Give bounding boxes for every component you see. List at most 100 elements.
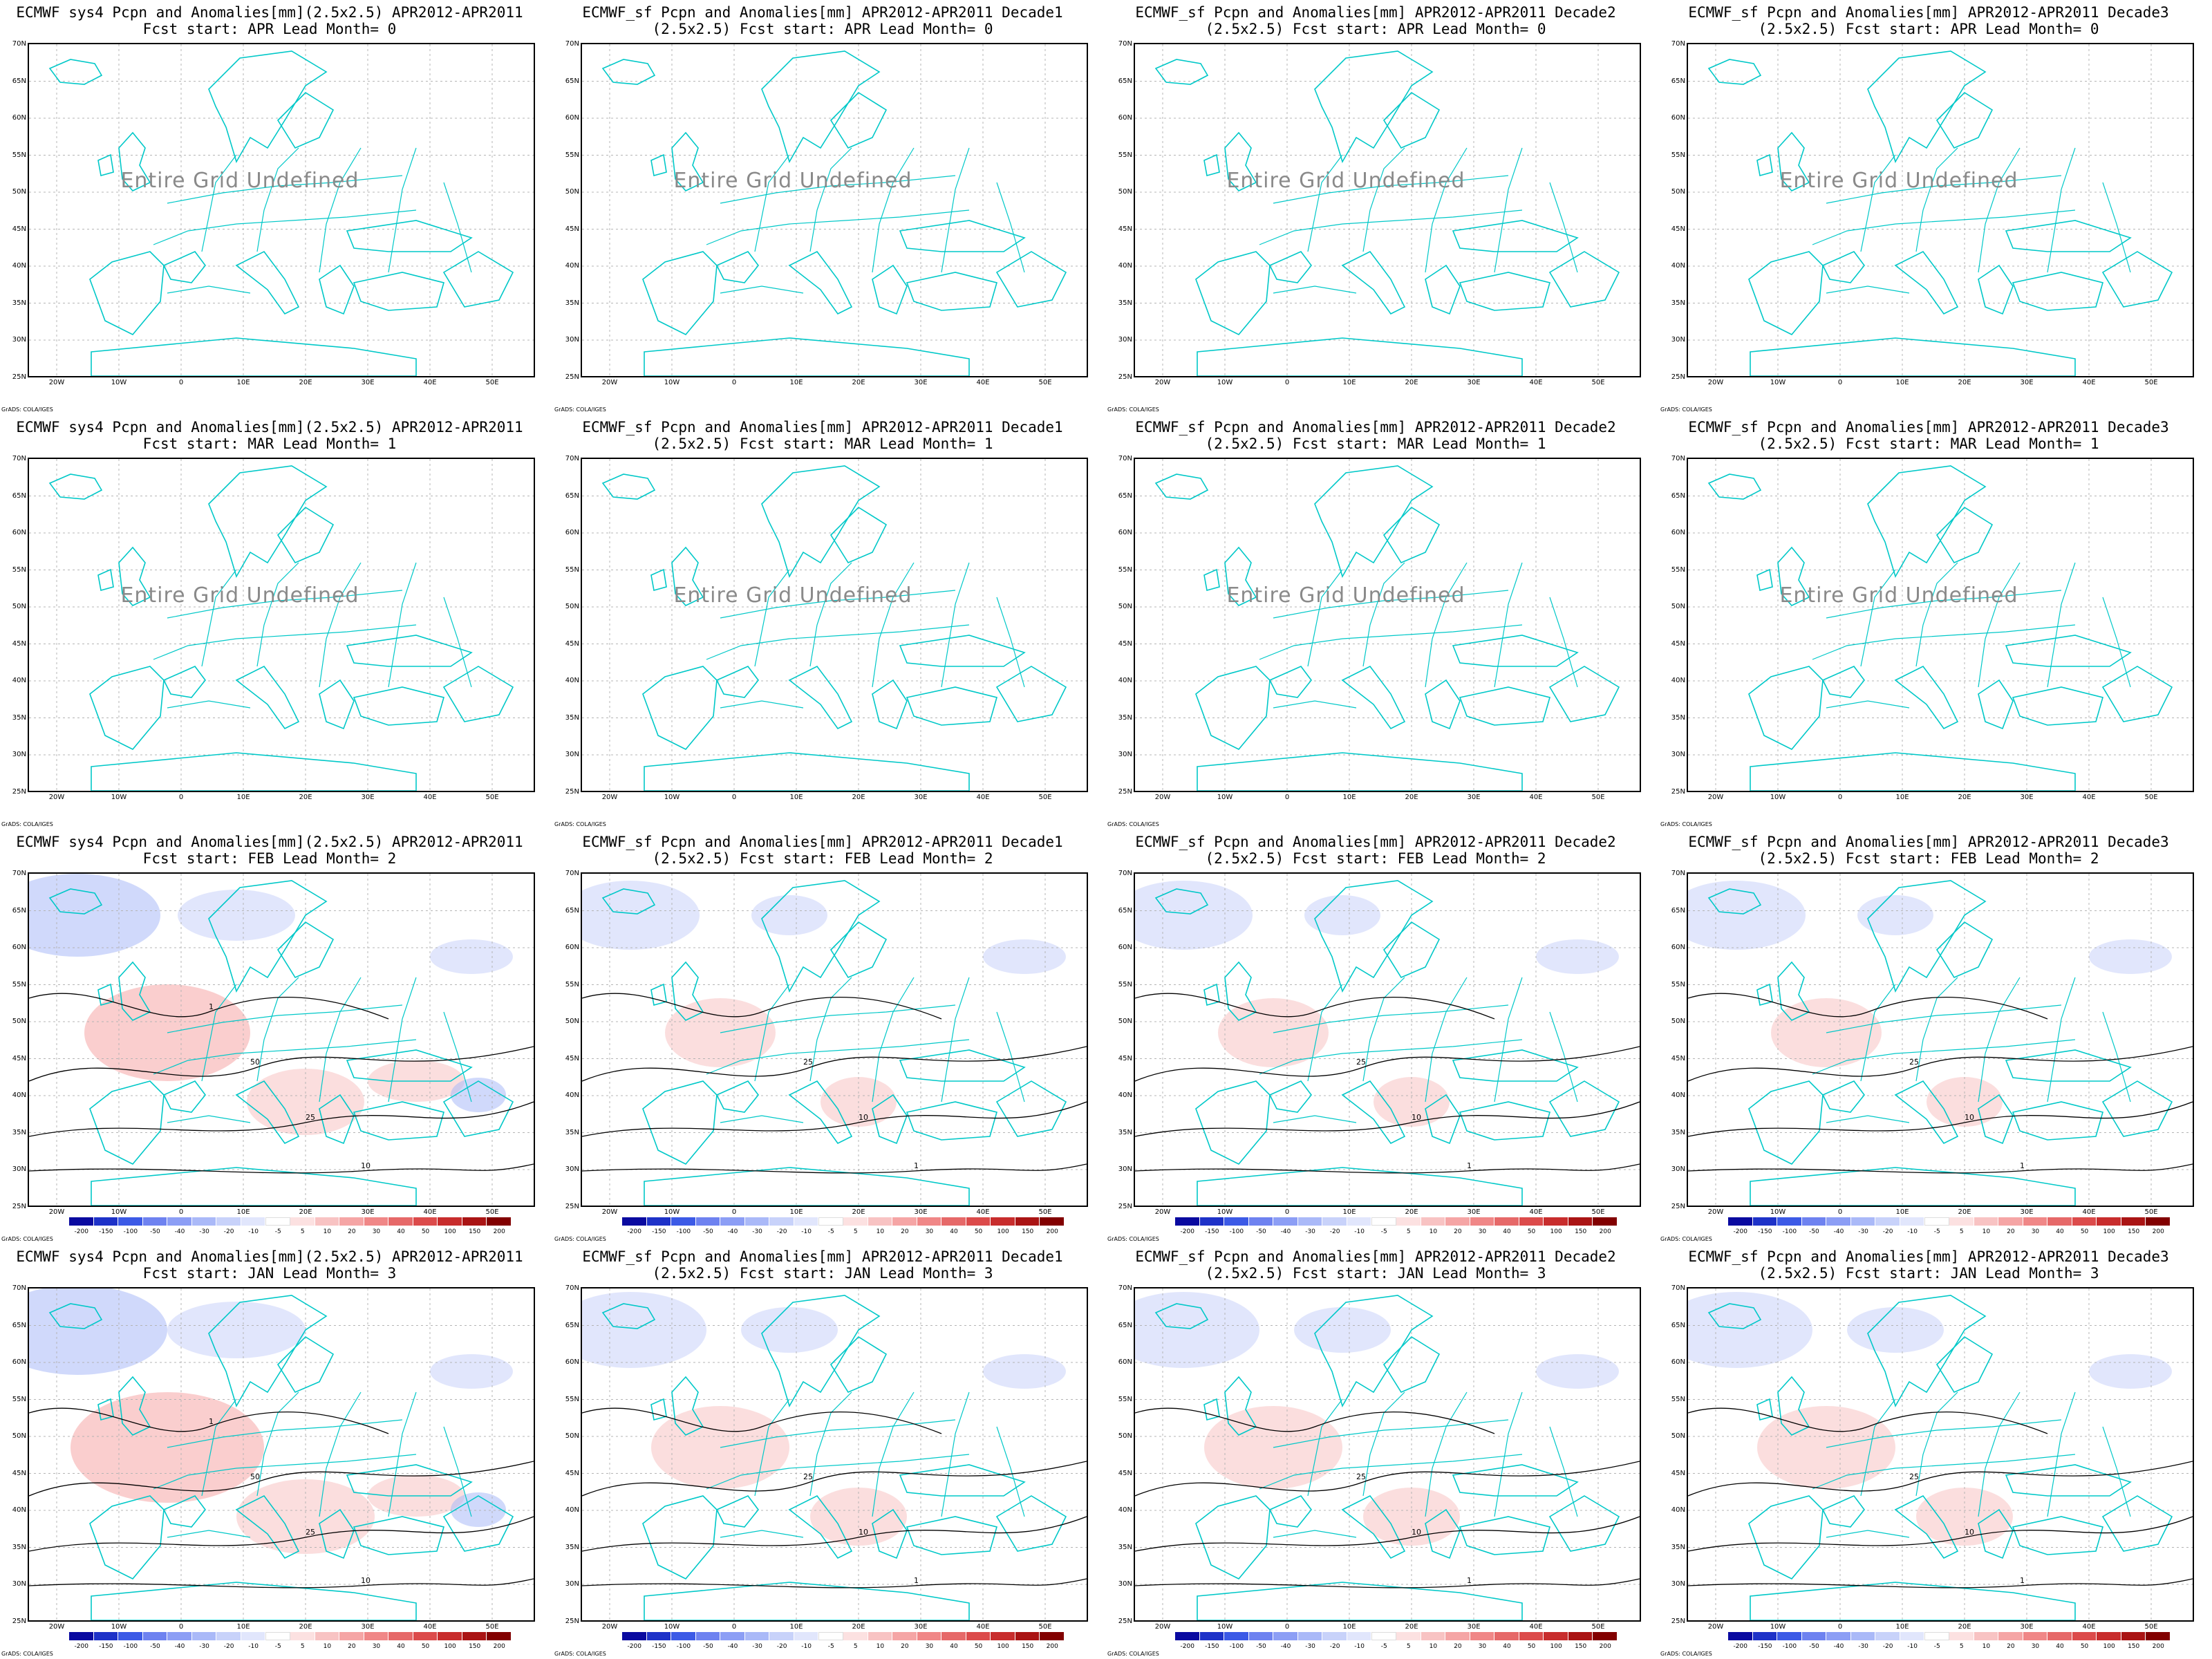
- longitude-label: 40E: [423, 379, 437, 386]
- colorbar-label: 50: [1527, 1228, 1536, 1235]
- longitude-label: 20E: [1405, 379, 1418, 386]
- map-area: 50 25 10 1: [28, 872, 535, 1207]
- colorbar-swatch: [991, 1632, 1015, 1640]
- panel-title: ECMWF_sf Pcpn and Anomalies[mm] APR2012-…: [1688, 1248, 2169, 1265]
- country-border: [167, 700, 251, 709]
- panel-subtitle: (2.5x2.5) Fcst start: MAR Lead Month= 1: [1205, 435, 1546, 452]
- colorbar-swatch: [438, 1632, 462, 1640]
- colorbar-label: -200: [74, 1643, 88, 1650]
- coastline: [650, 153, 667, 177]
- map-panel: ECMWF_sf Pcpn and Anomalies[mm] APR2012-…: [1659, 415, 2198, 830]
- map-canvas: 25 10 1: [1135, 874, 1640, 1206]
- colorbar-swatch: [892, 1217, 917, 1226]
- colorbar-label: -30: [752, 1643, 762, 1650]
- contour-label: 10: [1412, 1113, 1421, 1122]
- country-border: [720, 1530, 804, 1538]
- coastline: [1425, 264, 1461, 315]
- coastline: [788, 250, 853, 315]
- country-border: [167, 590, 403, 619]
- colorbar-label: -20: [223, 1643, 234, 1650]
- colorbar-label: -20: [776, 1228, 787, 1235]
- negative-anomaly-area: [167, 1302, 306, 1358]
- colorbar-label: 20: [1454, 1643, 1462, 1650]
- colorbar-label: -5: [274, 1228, 281, 1235]
- colorbar-label: 20: [348, 1643, 356, 1650]
- longitude-label: 10E: [236, 1208, 250, 1216]
- colorbar-swatch: [2047, 1217, 2072, 1226]
- country-border: [706, 624, 970, 660]
- latitude-label: 60N: [12, 529, 26, 536]
- colorbar-swatch: [142, 1217, 168, 1226]
- contour-line: [1688, 1163, 2193, 1174]
- contour-line: [1135, 1461, 1640, 1497]
- colorbar-swatch: [118, 1217, 143, 1226]
- colorbar-label: -50: [1809, 1228, 1819, 1235]
- coastline: [1341, 1080, 1406, 1145]
- country-border: [720, 1115, 804, 1123]
- country-border: [720, 1004, 956, 1033]
- coastline: [1197, 337, 1523, 376]
- coastline: [1197, 752, 1523, 791]
- grads-credit: GrADS: COLA/IGES: [554, 1236, 606, 1242]
- coastline: [1459, 1101, 1550, 1141]
- longitude-label: 0: [1284, 794, 1290, 801]
- country-border: [1425, 1391, 1468, 1517]
- country-border: [1494, 147, 1523, 273]
- coastline: [2005, 635, 2132, 667]
- coastline: [1821, 1080, 1866, 1113]
- colorbar-label: 10: [1982, 1643, 1991, 1650]
- colorbar-label: 150: [1022, 1643, 1034, 1650]
- longitude-label: 30E: [1467, 1208, 1481, 1216]
- country-border: [1425, 562, 1468, 688]
- colorbar-label: -10: [801, 1643, 812, 1650]
- colorbar-swatch: [1445, 1217, 1470, 1226]
- coastline: [1867, 1295, 1987, 1408]
- map-panel: ECMWF_sf Pcpn and Anomalies[mm] APR2012-…: [1106, 415, 1645, 830]
- grads-credit: GrADS: COLA/IGES: [554, 821, 606, 827]
- country-border: [996, 597, 1025, 688]
- colorbar-swatch: [1199, 1632, 1225, 1640]
- latitude-label: 30N: [12, 751, 26, 758]
- coastline: [1341, 250, 1406, 315]
- colorbar-swatch: [191, 1217, 217, 1226]
- colorbar-label: 150: [469, 1643, 481, 1650]
- country-border: [201, 984, 237, 1082]
- country-border: [1826, 590, 2062, 619]
- latitude-label: 55N: [565, 565, 579, 574]
- latitude-label: 35N: [1671, 299, 1685, 307]
- colorbar-label: -10: [248, 1228, 259, 1235]
- colorbar-label: 20: [901, 1643, 909, 1650]
- country-border: [388, 147, 417, 273]
- colorbar-swatch: [290, 1632, 315, 1640]
- country-border: [872, 1391, 915, 1517]
- contour-line: [1688, 1046, 2193, 1082]
- country-border: [809, 977, 852, 1082]
- latitude-label: 45N: [565, 639, 579, 648]
- colorbar-swatch: [2072, 1632, 2097, 1640]
- contour-line: [1135, 1101, 1640, 1137]
- latitude-label: 55N: [12, 1395, 26, 1403]
- latitude-label: 45N: [1671, 639, 1685, 648]
- panel-subtitle: (2.5x2.5) Fcst start: JAN Lead Month= 3: [1205, 1265, 1546, 1282]
- country-border: [319, 562, 362, 688]
- coastline: [642, 1080, 718, 1165]
- colorbar-label: -100: [123, 1643, 138, 1650]
- country-border: [2102, 1426, 2131, 1517]
- colorbar-label: -50: [1256, 1228, 1266, 1235]
- colorbar-label: -150: [1758, 1228, 1772, 1235]
- colorbar-label: 200: [493, 1643, 505, 1650]
- country-border: [1915, 562, 1958, 667]
- latitude-label: 45N: [12, 639, 26, 648]
- coastline: [91, 1582, 417, 1620]
- colorbar-swatch: [413, 1632, 438, 1640]
- longitude-label: 50E: [1038, 794, 1052, 801]
- longitude-label: 10E: [789, 1208, 803, 1216]
- colorbar-label: 10: [876, 1228, 885, 1235]
- latitude-label: 70N: [1118, 40, 1132, 48]
- coastline: [830, 506, 888, 564]
- latitude-label: 60N: [1118, 529, 1132, 536]
- longitude-label: 0: [1837, 794, 1843, 801]
- latitude-label: 55N: [565, 1395, 579, 1403]
- colorbar-swatch: [241, 1632, 266, 1640]
- longitude-label: 50E: [485, 1208, 499, 1216]
